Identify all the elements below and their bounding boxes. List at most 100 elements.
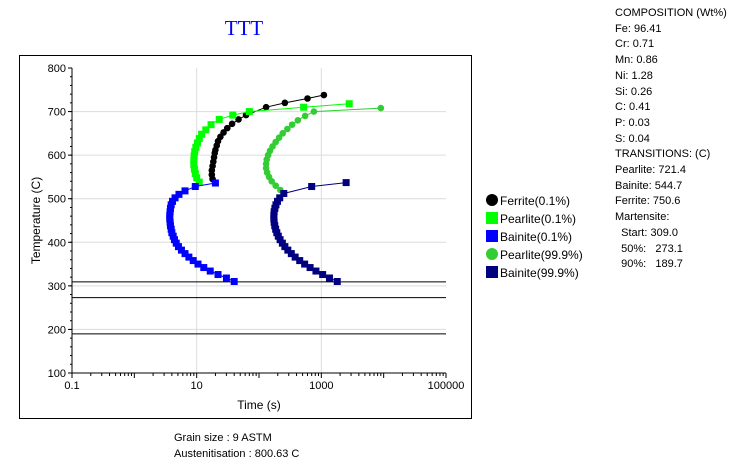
data-point [279, 130, 286, 137]
data-point [200, 264, 208, 272]
legend-marker-square [486, 230, 498, 242]
legend-label: Bainite(99.9%) [500, 266, 579, 280]
austenitisation-label: Austenitisation : 800.63 C [174, 448, 300, 460]
y-tick-label: 700 [48, 107, 66, 119]
composition-item: S: 0.04 [615, 132, 650, 145]
data-point [275, 134, 283, 142]
data-point [230, 278, 238, 285]
data-point [319, 271, 327, 279]
chart-title: TTT [224, 16, 264, 40]
y-tick-label: 100 [48, 368, 66, 380]
data-point [195, 178, 203, 186]
data-point [202, 126, 210, 134]
martensite-item: 90%: 189.7 [615, 258, 683, 271]
axes: 100 200 300 400 500 600 700 800 0.1 10 1000 100000 T… [29, 63, 464, 412]
data-point [181, 250, 189, 258]
y-tick-label: 600 [48, 150, 66, 162]
composition-title: COMPOSITION (Wt%) [615, 7, 727, 19]
martensite-item: 50%: 273.1 [615, 242, 683, 255]
data-point [190, 152, 198, 160]
martensite-title: Martensite: [615, 211, 670, 224]
data-point [189, 257, 197, 265]
data-point [191, 169, 199, 177]
legend-label: Ferrite(0.1%) [500, 194, 571, 208]
x-tick-label: 10 [191, 380, 203, 392]
data-point [281, 99, 289, 107]
data-point [211, 179, 219, 187]
data-point [306, 264, 314, 272]
data-point [192, 143, 200, 151]
grid-lines [72, 68, 446, 373]
composition-item: Si: 0.26 [615, 85, 653, 98]
y-tick-label: 200 [48, 324, 66, 336]
data-point [235, 116, 242, 123]
legend-marker-square [486, 266, 498, 278]
data-point [333, 278, 341, 285]
data-point [320, 91, 328, 99]
data-point [223, 124, 231, 132]
composition-item: Cr: 0.71 [615, 38, 655, 51]
data-point [312, 267, 320, 275]
x-tick-label: 100000 [428, 380, 465, 392]
grain-size-label: Grain size : 9 ASTM [174, 432, 272, 444]
data-point [206, 267, 214, 275]
data-point [191, 183, 199, 191]
y-tick-label: 300 [48, 281, 66, 293]
data-point [245, 108, 253, 116]
data-point [185, 253, 193, 261]
composition-item: Mn: 0.86 [615, 54, 658, 67]
data-point [181, 187, 189, 195]
composition-item: Fe: 96.41 [615, 22, 662, 35]
y-axis-title: Temperature (C) [29, 177, 43, 264]
legend-item: Pearlite(99.9%) [486, 246, 583, 264]
data-point [345, 100, 353, 108]
legend: Ferrite(0.1%) Pearlite(0.1%) Bainite(0.1… [486, 192, 583, 282]
data-point [190, 161, 198, 169]
data-point [301, 112, 309, 120]
data-point [214, 271, 222, 279]
data-point [195, 135, 203, 143]
data-point [222, 274, 230, 282]
data-point [190, 156, 198, 164]
legend-marker-circle [486, 248, 498, 260]
composition-item: C: 0.41 [615, 101, 651, 114]
data-point [284, 125, 291, 133]
data-point [171, 194, 179, 202]
y-tick-label: 400 [48, 237, 66, 249]
data-point [342, 179, 350, 187]
data-point [296, 257, 304, 265]
series-layer [166, 91, 385, 285]
data-point [291, 253, 299, 261]
x-axis-title: Time (s) [237, 398, 281, 412]
data-point [194, 260, 202, 268]
transitions-title: TRANSITIONS: (C) [615, 148, 711, 161]
legend-item: Bainite(99.9%) [486, 264, 583, 282]
legend-label: Pearlite(99.9%) [500, 248, 583, 262]
data-point [294, 116, 302, 124]
x-tick-label: 1000 [309, 380, 333, 392]
data-point [310, 108, 318, 115]
legend-item: Bainite(0.1%) [486, 228, 583, 246]
martensite-item: Start: 309.0 [615, 226, 678, 239]
data-point [325, 274, 333, 282]
data-point [220, 129, 227, 136]
data-point [190, 165, 198, 173]
data-point [377, 104, 385, 112]
y-tick-label: 800 [48, 63, 66, 75]
data-point [301, 260, 309, 268]
data-point [207, 121, 215, 129]
data-point [229, 111, 237, 119]
data-point [280, 189, 288, 197]
data-point [288, 121, 296, 128]
martensite-lines [72, 281, 446, 335]
legend-item: Ferrite(0.1%) [486, 192, 583, 210]
transition-item: Bainite: 544.7 [615, 179, 683, 192]
legend-label: Pearlite(0.1%) [500, 212, 577, 226]
data-point [262, 103, 270, 111]
legend-item: Pearlite(0.1%) [486, 210, 583, 228]
transition-item: Pearlite: 721.4 [615, 164, 686, 177]
series-line [265, 107, 381, 191]
data-point [193, 139, 201, 147]
footer: Grain size : 9 ASTM Austenitisation : 80… [174, 430, 299, 462]
